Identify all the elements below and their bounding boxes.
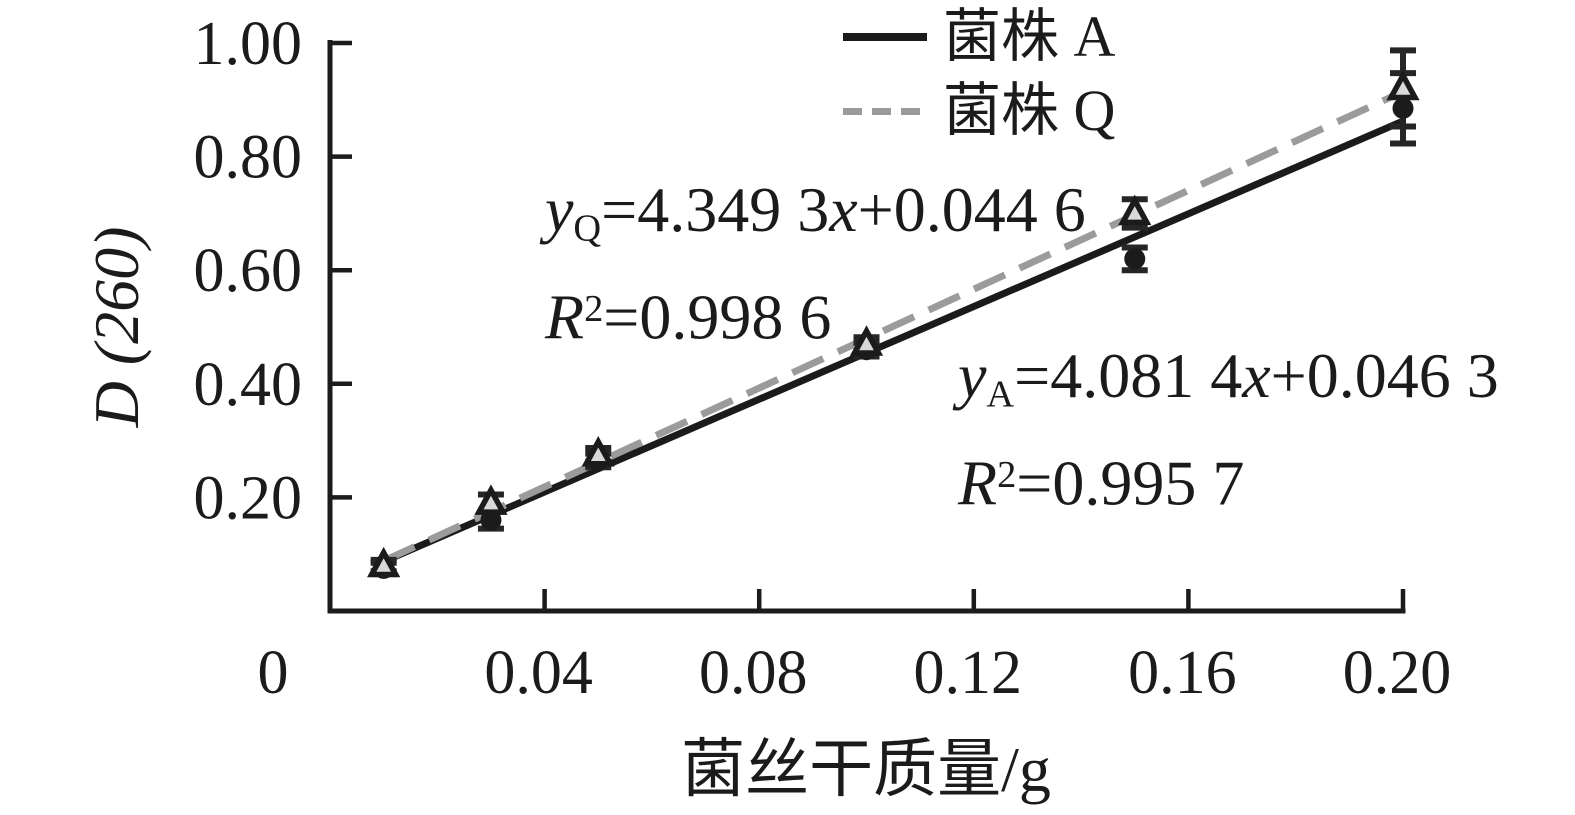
x-tick-label: 0.20 <box>1343 639 1452 707</box>
data-point-triangle <box>581 436 615 467</box>
legend-item-strain-a: 菌株 A <box>843 0 1115 74</box>
regression-line-strain-a <box>382 117 1405 565</box>
r-squared-line: R2=0.995 7 <box>958 446 1245 518</box>
data-point-triangle <box>474 484 508 515</box>
y-tick-label: 0.40 <box>194 351 303 419</box>
data-point-triangle <box>1118 194 1152 226</box>
r-squared-line: R2=0.998 6 <box>545 280 832 352</box>
legend: 菌株 A 菌株 Q <box>843 0 1115 148</box>
x-tick-label: 0.08 <box>699 639 808 707</box>
y-tick-label: 0.20 <box>194 464 303 532</box>
solid-line-sample-icon <box>843 33 927 41</box>
equation-line: yA=4.081 4x+0.046 3 <box>958 340 1499 416</box>
x-tick-label: 0.12 <box>914 639 1023 707</box>
data-point-triangle <box>367 546 401 578</box>
x-axis-title: 菌丝干质量/g <box>681 734 1051 805</box>
data-point-circle <box>1392 97 1414 119</box>
legend-item-strain-q: 菌株 Q <box>843 74 1115 148</box>
data-point-circle <box>480 509 502 531</box>
y-tick-label: 0.60 <box>194 237 303 305</box>
y-axis-title: D (260) <box>81 226 152 428</box>
dashed-line-sample-icon <box>843 107 927 115</box>
data-point-triangle <box>1386 69 1420 101</box>
regression-line-strain-q <box>382 88 1405 565</box>
equation-strain-a: yA=4.081 4x+0.046 3 R2=0.995 7 <box>958 336 1499 523</box>
data-point-triangle <box>849 325 884 356</box>
data-point-circle <box>1124 248 1146 270</box>
legend-label: 菌株 A <box>943 4 1116 69</box>
equation-line: yQ=4.349 3x+0.044 6 <box>545 174 1086 250</box>
y-tick-label: 0.80 <box>194 124 303 192</box>
y-tick-label: 1.00 <box>194 10 303 78</box>
legend-label: 菌株 Q <box>943 78 1116 143</box>
origin-tick-label: 0 <box>258 639 289 707</box>
x-tick-label: 0.16 <box>1128 639 1237 707</box>
equation-strain-q: yQ=4.349 3x+0.044 6 R2=0.998 6 <box>545 170 1086 357</box>
x-tick-label: 0.04 <box>484 639 593 707</box>
